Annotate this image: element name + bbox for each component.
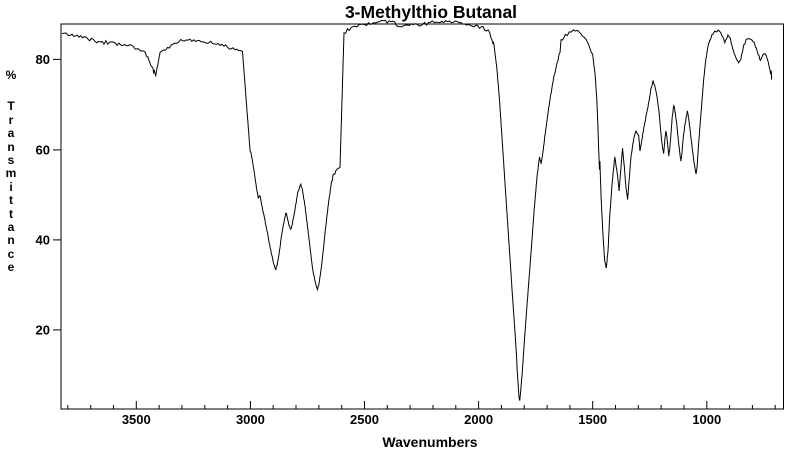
svg-text:1000: 1000: [692, 412, 721, 427]
svg-text:2000: 2000: [464, 412, 493, 427]
svg-text:20: 20: [36, 322, 50, 337]
svg-text:80: 80: [36, 52, 50, 67]
svg-text:3500: 3500: [122, 412, 151, 427]
svg-text:3000: 3000: [236, 412, 265, 427]
svg-text:Wavenumbers: Wavenumbers: [382, 434, 477, 450]
svg-text:40: 40: [36, 232, 50, 247]
svg-text:60: 60: [36, 142, 50, 157]
svg-text:1500: 1500: [578, 412, 607, 427]
svg-text:2500: 2500: [350, 412, 379, 427]
